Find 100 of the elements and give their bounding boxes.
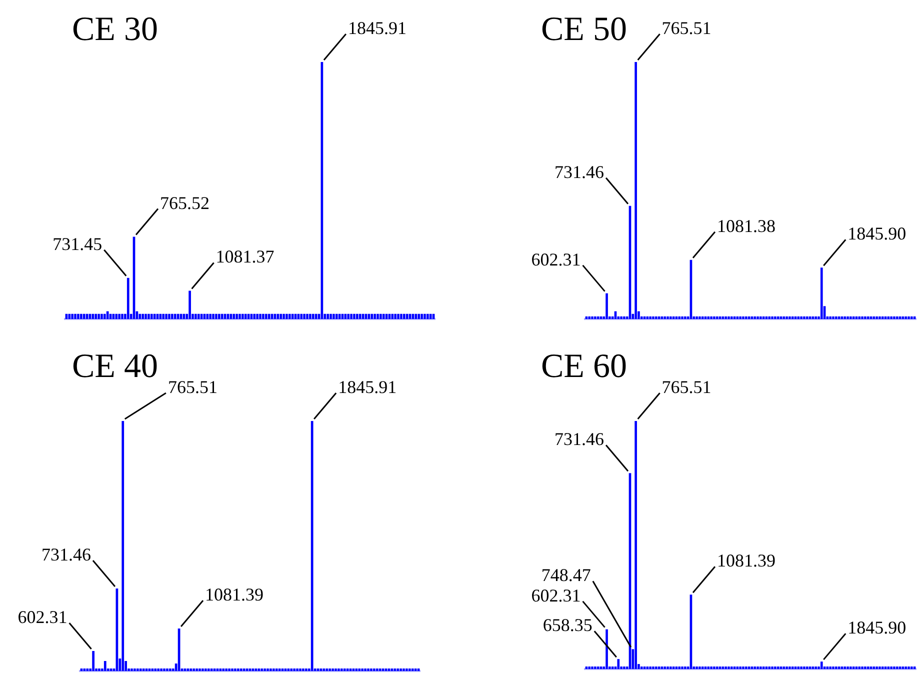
bar — [866, 316, 870, 319]
bar — [104, 661, 106, 671]
bar — [174, 314, 176, 319]
bar — [846, 316, 849, 319]
text: 765.51 — [662, 18, 712, 38]
bar — [150, 314, 153, 319]
bar — [400, 314, 402, 319]
bar — [908, 316, 910, 319]
bar — [350, 314, 352, 319]
bar — [832, 316, 834, 319]
bar — [262, 314, 264, 319]
bar — [121, 314, 124, 319]
bar — [330, 314, 332, 319]
bar — [806, 316, 808, 319]
bar — [669, 316, 672, 319]
bar — [739, 316, 742, 319]
bar — [253, 314, 256, 319]
annotation: 1081.39 — [205, 584, 264, 604]
bar — [797, 316, 800, 319]
bar — [724, 316, 727, 319]
bar — [698, 316, 701, 319]
bar — [872, 316, 876, 319]
bar — [310, 421, 314, 671]
bar — [165, 314, 168, 319]
annotation: 1081.37 — [216, 246, 274, 267]
bar — [744, 316, 748, 319]
bar — [291, 314, 294, 319]
bar — [834, 316, 838, 319]
bar — [768, 316, 771, 319]
bar — [118, 314, 120, 319]
bar — [803, 316, 806, 319]
bar — [814, 316, 817, 319]
bar — [276, 314, 280, 319]
bar — [347, 314, 350, 319]
bar — [286, 314, 288, 319]
bar — [606, 629, 608, 669]
bar — [244, 314, 247, 319]
bar — [420, 314, 423, 319]
bar — [654, 316, 658, 319]
bar — [238, 314, 241, 319]
bar — [820, 268, 823, 319]
bar — [623, 316, 626, 319]
bar — [326, 314, 329, 319]
bar — [335, 314, 338, 319]
text: 765.51 — [662, 377, 712, 397]
bar — [678, 316, 681, 319]
bar — [376, 314, 379, 319]
bar — [103, 314, 106, 319]
bar — [92, 651, 94, 671]
bar — [760, 316, 762, 319]
text: 602.31 — [531, 249, 581, 270]
bar — [382, 314, 385, 319]
annotation: 765.52 — [160, 192, 210, 213]
bar — [215, 314, 218, 319]
bar — [786, 316, 788, 319]
bar — [370, 314, 374, 319]
text: 602.31 — [531, 585, 581, 606]
bar — [98, 314, 100, 319]
bar — [148, 314, 150, 319]
bar — [634, 62, 637, 319]
bar — [380, 314, 382, 319]
bar — [282, 314, 285, 319]
bar — [788, 316, 791, 319]
bar — [850, 316, 852, 319]
bar — [904, 316, 907, 319]
bar — [782, 316, 786, 319]
bar — [896, 316, 898, 319]
bar — [730, 316, 733, 319]
annotation: 731.46 — [554, 429, 604, 450]
bar — [858, 316, 861, 319]
bar — [241, 314, 244, 319]
annotation: 731.46 — [41, 544, 91, 564]
bar — [138, 314, 142, 319]
bar — [188, 290, 191, 319]
bar — [890, 316, 892, 319]
bar — [617, 659, 620, 669]
bar — [666, 316, 669, 319]
bar — [878, 316, 881, 319]
text: 765.51 — [168, 377, 218, 397]
chart-title: CE 40 — [72, 348, 158, 385]
bar — [356, 314, 358, 319]
bar — [264, 314, 268, 319]
annotation: 658.35 — [542, 615, 592, 636]
bar — [406, 314, 408, 319]
bar — [220, 314, 224, 319]
bar — [300, 314, 303, 319]
chart-title: CE 30 — [72, 11, 158, 48]
bar — [634, 421, 637, 669]
bar — [168, 314, 170, 319]
bar — [876, 316, 878, 319]
bar — [115, 314, 118, 319]
bar — [126, 278, 130, 319]
bar — [728, 316, 730, 319]
text: 1845.91 — [338, 377, 397, 397]
bar — [861, 316, 864, 319]
bar — [829, 316, 832, 319]
bar — [713, 316, 716, 319]
bar — [197, 314, 200, 319]
bar — [588, 316, 591, 319]
bar — [418, 314, 420, 319]
